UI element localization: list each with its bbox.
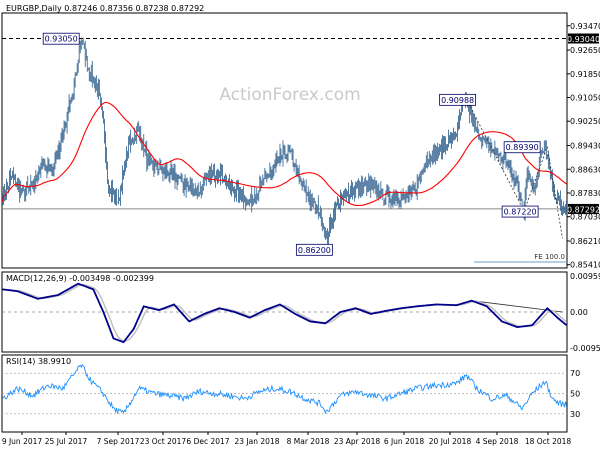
price-annotation-label: 0.90988 <box>441 96 474 105</box>
price-annotation-box <box>295 243 333 256</box>
macd-y-tick-label: -0.009562 <box>570 344 600 353</box>
rsi-y-tick-label: 70 <box>570 369 580 378</box>
price-y-tick-label: 0.93470 <box>570 22 600 31</box>
price-annotation-box <box>503 141 541 154</box>
price-panel-frame <box>1 12 568 269</box>
rsi-label: RSI(14) 38.9910 <box>6 357 71 366</box>
x-tick-label: 23 Apr 2018 <box>334 437 381 446</box>
macd-label: MACD(12,26,9) -0.003498 -0.002399 <box>6 274 154 283</box>
rsi-y-tick-label: 30 <box>570 410 580 419</box>
macd-line <box>2 282 568 344</box>
price-annotation-box <box>439 93 477 106</box>
x-tick-label: 18 Oct 2018 <box>525 437 572 446</box>
projection-line <box>523 146 548 212</box>
x-tick-label: 20 Jul 2018 <box>429 437 472 446</box>
price-y-tick-label: 0.91850 <box>570 70 600 79</box>
price-y-tick-label: 0.88630 <box>570 165 600 174</box>
x-tick-label: 7 Sep 2017 <box>97 437 140 446</box>
price-annotation-box <box>501 205 539 218</box>
macd-trend-line <box>471 300 563 313</box>
x-tick-label: 4 Sep 2018 <box>476 437 519 446</box>
x-tick-label: 8 Mar 2018 <box>287 437 330 446</box>
x-tick-label: 6 Dec 2017 <box>186 437 229 446</box>
price-annotation-label: 0.86200 <box>298 246 331 255</box>
chart-header: EURGBP,Daily 0.87246 0.87356 0.87238 0.8… <box>6 4 204 13</box>
price-y-tick-label: 0.86210 <box>570 237 600 246</box>
level-label-box <box>568 203 599 214</box>
rsi-line <box>2 363 567 415</box>
projection-line <box>466 99 525 212</box>
price-y-tick-label: 0.91050 <box>570 94 600 103</box>
rsi-panel-frame <box>1 354 568 433</box>
price-annotation-label: 0.89390 <box>506 143 539 152</box>
moving-average-line <box>1 101 567 207</box>
price-y-tick-label: 0.92650 <box>570 46 600 55</box>
price-y-tick-label: 0.90250 <box>570 117 600 126</box>
price-y-tick-label: 0.89430 <box>570 142 600 151</box>
level-label: 0.87292 <box>567 205 600 214</box>
x-tick-label: 9 Jun 2017 <box>2 437 43 446</box>
macd-y-tick-label: 0.00 <box>570 308 588 317</box>
price-y-tick-label: 0.87830 <box>570 189 600 198</box>
level-label-box <box>568 33 599 44</box>
macd-y-tick-label: 0.009593 <box>570 272 600 281</box>
price-y-tick-label: 0.87030 <box>570 213 600 222</box>
watermark: ActionForex.com <box>219 85 360 105</box>
rsi-y-tick-label: 50 <box>570 390 580 399</box>
price-y-tick-label: 0.85410 <box>570 261 600 270</box>
x-tick-label: 6 Jun 2018 <box>384 437 425 446</box>
x-tick-label: 23 Oct 2017 <box>140 437 187 446</box>
fe-label: FE 100.0 <box>534 253 565 261</box>
x-tick-label: 23 Jan 2018 <box>235 437 280 446</box>
x-tick-label: 25 Jul 2017 <box>45 437 88 446</box>
projection-line <box>546 146 563 239</box>
level-label: 0.93040 <box>567 35 600 44</box>
price-annotation-label: 0.87220 <box>504 208 537 217</box>
price-annotation-label: 0.93050 <box>45 35 78 44</box>
price-annotation-box <box>42 32 80 45</box>
